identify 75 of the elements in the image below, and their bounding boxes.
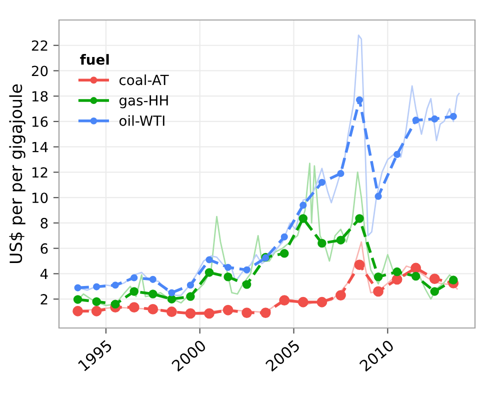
point [429,274,440,284]
point [280,249,289,258]
legend-label: coal-AT [119,74,169,86]
point [91,306,102,316]
y-tick-label: 16 [32,116,48,127]
point [149,276,156,283]
point [318,238,326,248]
point [167,294,176,304]
point [392,267,402,276]
point [279,295,290,306]
point [374,272,383,282]
point [242,308,252,318]
point [74,284,82,292]
point [168,289,176,296]
point [92,297,101,306]
y-tick-label: 22 [32,40,48,51]
point [298,214,308,223]
y-axis-title: US$ per per gigajoule [9,84,26,264]
point [260,308,271,318]
legend-title: fuel [80,54,109,65]
point [300,202,307,209]
y-tick-label: 20 [32,66,48,76]
y-tick-label: 14 [32,142,48,152]
point [185,308,196,319]
y-tick-label: 18 [32,91,48,102]
point [410,262,422,274]
point [128,302,140,313]
point [374,192,382,200]
point [450,112,457,120]
point [336,236,346,244]
point [148,290,158,298]
point [354,260,365,270]
point [280,233,288,240]
point [72,306,83,316]
point [412,116,420,124]
point [186,292,195,301]
point [204,268,214,277]
y-tick-label: 2 [40,294,48,304]
point [93,283,100,290]
point [110,300,120,309]
point [224,264,232,271]
point [298,296,308,308]
point [430,287,439,296]
point [316,296,328,308]
point [355,214,364,223]
point [392,274,402,285]
y-tick-label: 10 [32,192,48,204]
point [431,115,438,122]
point [222,304,234,316]
y-tick-label: 8 [40,218,48,228]
point [186,282,194,289]
point [356,96,364,104]
point [411,272,420,281]
legend-label: gas-HH [119,95,168,108]
point [373,286,384,297]
point [206,256,213,264]
point [318,178,326,186]
point [130,287,138,296]
point [336,290,346,300]
y-tick-label: 12 [32,167,48,178]
y-tick-label: 6 [40,243,48,254]
point [242,280,252,289]
point [243,266,250,274]
point [73,295,82,304]
point [394,150,401,158]
point [337,170,344,178]
point [166,306,177,317]
point [224,272,232,282]
point [112,282,119,289]
legend-label: oil-WTI [119,115,164,126]
y-tick-label: 4 [40,268,48,279]
point [204,308,214,319]
point [148,304,158,314]
point [449,276,458,284]
point [130,274,138,282]
